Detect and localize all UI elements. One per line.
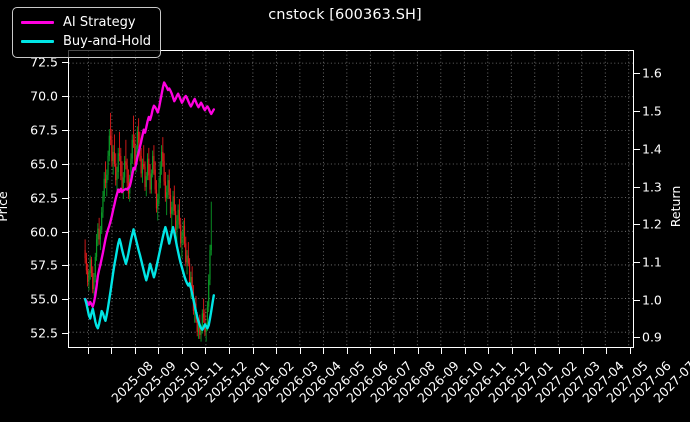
y-tick-label: 52.5 [30, 325, 58, 341]
y-tick-mark [62, 96, 68, 98]
x-tick-mark [228, 348, 230, 354]
x-tick-mark [252, 348, 254, 354]
y-tick-label: 57.5 [30, 257, 58, 273]
data-series [83, 81, 215, 342]
y2-tick-mark [634, 337, 640, 339]
chart-title: cnstock [600363.SH] [268, 7, 422, 23]
y-tick-label: 67.5 [30, 122, 58, 138]
x-tick-mark [511, 348, 513, 354]
y2-tick-label: 1.4 [642, 141, 662, 157]
plot-area [68, 50, 634, 348]
y-tick-label: 72.5 [30, 54, 58, 70]
y2-tick-mark [634, 148, 640, 150]
y-tick-mark [62, 231, 68, 233]
x-tick-mark [111, 348, 113, 354]
y-tick-label: 55.0 [30, 291, 58, 307]
y2-tick-label: 1.0 [642, 292, 662, 308]
x-tick-mark [370, 348, 372, 354]
x-tick-mark [441, 348, 443, 354]
x-tick-mark [323, 348, 325, 354]
x-tick-mark [629, 348, 631, 354]
y2-tick-label: 1.1 [642, 254, 662, 270]
y-tick-label: 60.0 [30, 224, 58, 239]
x-tick-mark [87, 348, 89, 354]
legend-item-buy-and-hold: Buy-and-Hold [21, 32, 151, 51]
y2-tick-mark [634, 224, 640, 226]
y2-tick-label: 1.3 [642, 179, 662, 195]
y-tick-label: 70.0 [30, 88, 58, 104]
y2-tick-mark [634, 261, 640, 263]
x-tick-mark [276, 348, 278, 354]
x-tick-mark [134, 348, 136, 354]
y2-tick-label: 1.5 [642, 103, 662, 119]
y2-tick-label: 1.2 [642, 216, 662, 232]
x-tick-mark [606, 348, 608, 354]
x-tick-mark [488, 348, 490, 354]
legend-label-buy-and-hold: Buy-and-Hold [63, 34, 152, 49]
x-tick-mark [181, 348, 183, 354]
x-tick-mark [464, 348, 466, 354]
y-tick-label: 65.0 [30, 156, 58, 172]
y2-tick-label: 0.9 [642, 329, 662, 345]
legend-item-ai-strategy: AI Strategy [21, 13, 151, 32]
y2-tick-mark [634, 186, 640, 188]
y2-tick-mark [634, 73, 640, 75]
y-tick-mark [62, 265, 68, 267]
chart-legend: AI Strategy Buy-and-Hold [12, 7, 162, 58]
x-tick-mark [205, 348, 207, 354]
x-tick-mark [299, 348, 301, 354]
y2-tick-mark [634, 111, 640, 113]
x-tick-mark [417, 348, 419, 354]
legend-swatch-buy-and-hold [21, 39, 54, 44]
y-tick-mark [62, 163, 68, 165]
x-tick-mark [582, 348, 584, 354]
y-tick-label: 62.5 [30, 190, 58, 206]
y2-tick-mark [634, 299, 640, 301]
y-tick-mark [62, 62, 68, 64]
y-axis-label-return: Return [668, 185, 684, 228]
legend-label-ai-strategy: AI Strategy [63, 15, 136, 30]
y-tick-mark [62, 129, 68, 131]
legend-swatch-ai-strategy [21, 20, 54, 25]
x-tick-mark [158, 348, 160, 354]
x-tick-mark [393, 348, 395, 354]
y2-tick-label: 1.6 [642, 65, 662, 81]
x-tick-mark [346, 348, 348, 354]
y-tick-mark [62, 299, 68, 301]
x-tick-mark [535, 348, 537, 354]
y-tick-mark [62, 333, 68, 335]
y-tick-mark [62, 197, 68, 199]
y-axis-label-price: Price [0, 191, 10, 222]
x-tick-mark [559, 348, 560, 354]
